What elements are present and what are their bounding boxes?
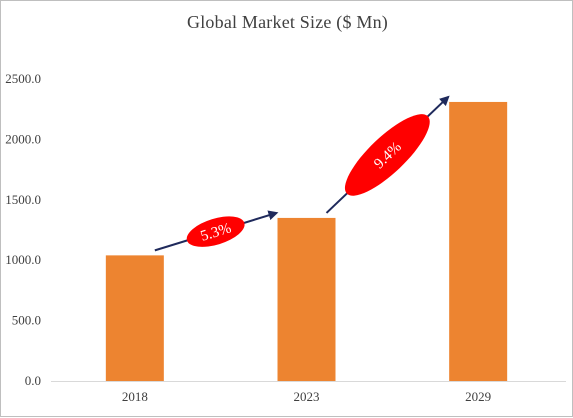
y-tick-label: 0.0 xyxy=(25,373,41,388)
y-tick-label: 1500.0 xyxy=(5,192,41,207)
bar-2018 xyxy=(105,255,164,381)
bars-group xyxy=(105,101,508,382)
y-tick-label: 2000.0 xyxy=(5,131,41,146)
bar-2023 xyxy=(277,217,336,381)
y-tick-label: 1000.0 xyxy=(5,252,41,267)
x-axis-ticks: 2018 2023 2029 xyxy=(122,389,491,404)
x-tick-label: 2029 xyxy=(465,389,491,404)
x-tick-label: 2018 xyxy=(122,389,148,404)
cagr-badge xyxy=(186,216,245,247)
y-axis-ticks: 0.0 500.0 1000.0 1500.0 2000.0 2500.0 xyxy=(5,71,41,388)
x-tick-label: 2023 xyxy=(294,389,320,404)
cagr-badge xyxy=(344,114,430,196)
chart-title: Global Market Size ($ Mn) xyxy=(187,12,388,32)
bar-2029 xyxy=(449,101,508,382)
y-tick-label: 2500.0 xyxy=(5,71,41,86)
y-tick-label: 500.0 xyxy=(12,313,41,328)
growth-annotations: 5.3%9.4% xyxy=(154,95,450,252)
